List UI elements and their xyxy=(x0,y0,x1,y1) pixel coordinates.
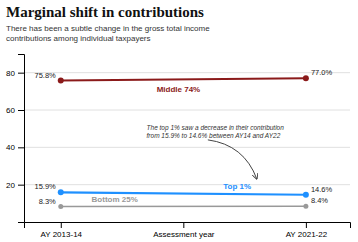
data-label: 77.0% xyxy=(311,68,333,77)
series-point xyxy=(303,192,309,198)
annotation-line: The top 1% saw a decrease in their contr… xyxy=(147,124,285,132)
annotation-background xyxy=(146,123,286,140)
data-label: 75.8% xyxy=(34,71,56,80)
x-tick-mark xyxy=(61,222,62,228)
title: Marginal shift in contributions xyxy=(6,4,204,20)
y-tick: 20 xyxy=(6,181,24,190)
chart: Marginal shift in contributions There has… xyxy=(0,0,358,242)
x-axis-line xyxy=(25,223,351,229)
y-axis-line xyxy=(18,55,25,223)
series-label: Middle 74% xyxy=(157,85,201,94)
x-tick-mark xyxy=(183,222,184,228)
y-tick: 40 xyxy=(6,143,24,152)
subtitle-line: contributions among individual taxpayers xyxy=(6,34,151,43)
y-tick-label: 40 xyxy=(6,143,15,152)
y-tick-mark xyxy=(18,147,24,148)
y-axis: 20 40 60 80 xyxy=(6,55,24,223)
y-tick-mark xyxy=(18,73,24,74)
subtitle-line: There has been a subtle change in the gr… xyxy=(6,24,210,33)
y-tick-label: 80 xyxy=(6,69,15,78)
plot: AY 2013-14 Assessment year AY 2021-22 20 40 6… xyxy=(6,55,350,239)
series-point xyxy=(58,189,64,195)
annotation-group: The top 1% saw a decrease in their contr… xyxy=(146,123,286,140)
x-tick-label: Assessment year xyxy=(153,230,215,239)
x-tick: AY 2021-22 xyxy=(286,222,328,239)
y-tick-mark xyxy=(18,110,24,111)
grid-line xyxy=(24,110,350,111)
series-label: Bottom 25% xyxy=(92,195,138,204)
subtitle: There has been a subtle change in the gr… xyxy=(6,24,210,43)
data-label: 15.9% xyxy=(34,182,56,191)
series-line xyxy=(61,206,306,208)
x-tick: Assessment year xyxy=(153,222,215,239)
grid-line xyxy=(24,72,350,73)
series-point xyxy=(303,75,309,81)
labels: 75.8% 77.0% Middle 74% 15.9% 14.6% Top 1% 8.3%… xyxy=(34,68,332,205)
x-tick-label: AY 2013-14 xyxy=(41,230,83,239)
series-point xyxy=(58,78,64,84)
annotation-line: from 15.9% to 14.6% between AY14 and AY2… xyxy=(147,132,281,139)
marks xyxy=(58,75,309,209)
x-tick: AY 2013-14 xyxy=(41,222,83,239)
series-line xyxy=(61,78,306,80)
x-tick-label: AY 2021-22 xyxy=(286,230,328,239)
annotation: The top 1% saw a decrease in their contr… xyxy=(147,124,285,139)
grid-line xyxy=(24,147,350,148)
series-point xyxy=(58,204,63,209)
y-tick: 80 xyxy=(6,69,24,78)
y-tick-label: 20 xyxy=(6,181,15,190)
grid xyxy=(24,73,350,185)
data-label: 14.6% xyxy=(311,185,333,194)
x-axis: AY 2013-14 Assessment year AY 2021-22 xyxy=(25,222,351,239)
y-tick-label: 60 xyxy=(6,106,15,115)
data-label: 8.4% xyxy=(311,196,328,205)
series-label: Top 1% xyxy=(223,182,251,191)
y-tick-mark xyxy=(18,185,24,186)
y-tick: 60 xyxy=(6,106,24,115)
x-tick-mark xyxy=(306,222,307,228)
grid-line xyxy=(24,184,350,185)
series-point xyxy=(303,204,308,209)
data-label: 8.3% xyxy=(39,197,56,206)
annotation-arrow xyxy=(208,140,257,179)
